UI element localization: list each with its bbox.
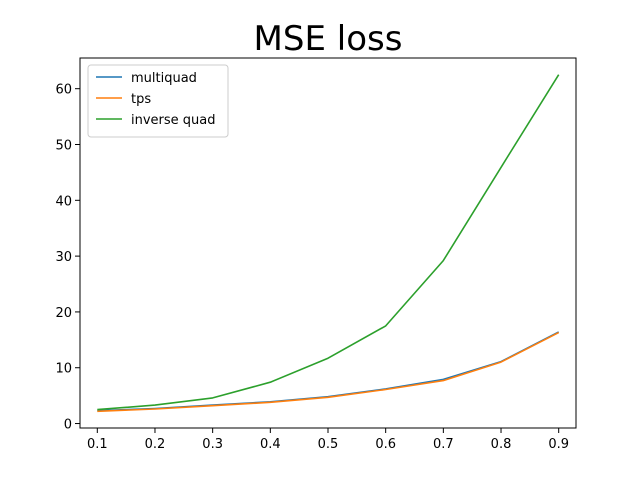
legend-label-tps: tps bbox=[131, 92, 151, 107]
x-tick-label: 0.2 bbox=[145, 437, 166, 452]
y-tick-label: 40 bbox=[55, 194, 72, 209]
x-tick-label: 0.4 bbox=[260, 437, 281, 452]
x-tick-label: 0.8 bbox=[491, 437, 512, 452]
y-tick-label: 10 bbox=[55, 362, 72, 377]
legend-box bbox=[87, 64, 229, 138]
x-tick-label: 0.5 bbox=[318, 437, 339, 452]
legend-label-multiquad: multiquad bbox=[131, 71, 197, 86]
y-tick-label: 20 bbox=[55, 306, 72, 321]
x-tick-label: 0.3 bbox=[202, 437, 223, 452]
chart-title: MSE loss bbox=[254, 19, 403, 59]
x-tick-label: 0.9 bbox=[548, 437, 569, 452]
y-axis: 0 10 20 30 40 50 60 bbox=[55, 83, 80, 433]
x-tick-label: 0.1 bbox=[87, 437, 108, 452]
series-line-inverse-quad bbox=[97, 74, 560, 411]
series-line-multiquad bbox=[97, 331, 560, 412]
y-tick-label: 30 bbox=[55, 250, 72, 265]
x-axis: 0.1 0.2 0.3 0.4 0.5 0.6 0.7 0.8 0.9 bbox=[87, 428, 569, 452]
y-tick-label: 50 bbox=[55, 139, 72, 154]
legend: multiquad tps inverse quad bbox=[87, 64, 229, 138]
x-tick-label: 0.7 bbox=[433, 437, 454, 452]
legend-label-inverse-quad: inverse quad bbox=[131, 113, 216, 128]
x-tick-label: 0.6 bbox=[375, 437, 396, 452]
series-layer bbox=[97, 74, 560, 413]
y-tick-label: 60 bbox=[55, 83, 72, 98]
y-tick-label: 0 bbox=[64, 418, 72, 433]
series-line-tps bbox=[97, 331, 560, 413]
